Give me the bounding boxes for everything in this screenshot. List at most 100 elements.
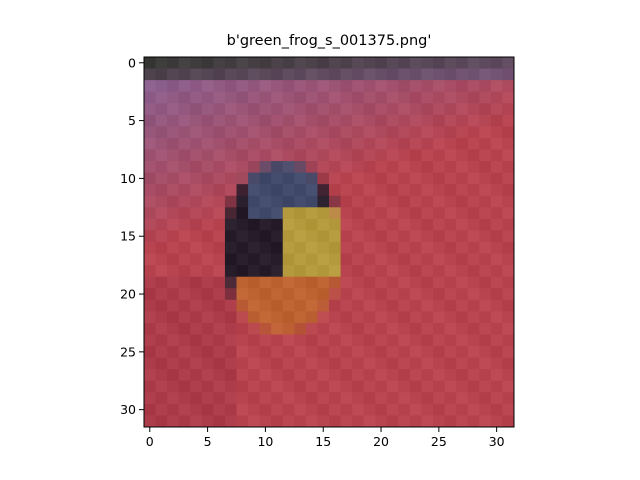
- pixel: [248, 57, 260, 69]
- pixel: [156, 184, 168, 196]
- pixel: [479, 404, 491, 416]
- pixel: [271, 219, 283, 231]
- pixel: [491, 57, 503, 69]
- pixel: [294, 103, 306, 115]
- pixel: [410, 92, 422, 104]
- pixel: [422, 196, 434, 208]
- pixel: [364, 265, 376, 277]
- pixel: [260, 138, 272, 150]
- pixel: [410, 69, 422, 81]
- pixel: [468, 381, 480, 393]
- pixel: [491, 277, 503, 289]
- pixel: [502, 369, 514, 381]
- pixel: [213, 300, 225, 312]
- pixel: [422, 173, 434, 185]
- pixel: [179, 126, 191, 138]
- pixel: [156, 92, 168, 104]
- pixel: [260, 265, 272, 277]
- pixel: [410, 230, 422, 242]
- pixel: [502, 358, 514, 370]
- pixel: [410, 184, 422, 196]
- pixel: [433, 415, 445, 427]
- pixel: [260, 230, 272, 242]
- pixel: [248, 415, 260, 427]
- pixel: [248, 311, 260, 323]
- pixel: [190, 219, 202, 231]
- pixel: [375, 288, 387, 300]
- pixel: [225, 277, 237, 289]
- pixel: [144, 323, 156, 335]
- pixel: [317, 173, 329, 185]
- pixel: [456, 126, 468, 138]
- pixel: [491, 254, 503, 266]
- pixel: [306, 92, 318, 104]
- pixel: [479, 219, 491, 231]
- pixel: [237, 184, 249, 196]
- pixel: [260, 358, 272, 370]
- pixel: [306, 69, 318, 81]
- pixel: [144, 219, 156, 231]
- pixel: [202, 126, 214, 138]
- pixel: [468, 80, 480, 92]
- pixel: [410, 126, 422, 138]
- pixel: [422, 115, 434, 127]
- pixel: [317, 207, 329, 219]
- pixel: [248, 242, 260, 254]
- pixel: [294, 300, 306, 312]
- pixel: [156, 369, 168, 381]
- pixel: [387, 57, 399, 69]
- pixel: [167, 138, 179, 150]
- pixel: [213, 196, 225, 208]
- pixel: [341, 358, 353, 370]
- pixel: [341, 404, 353, 416]
- pixel: [283, 277, 295, 289]
- pixel: [260, 196, 272, 208]
- pixel: [283, 346, 295, 358]
- pixel: [294, 196, 306, 208]
- pixel: [387, 335, 399, 347]
- pixel: [237, 323, 249, 335]
- pixel: [398, 381, 410, 393]
- pixel: [283, 323, 295, 335]
- pixel: [329, 103, 341, 115]
- pixel: [179, 161, 191, 173]
- pixel: [260, 369, 272, 381]
- pixel: [364, 311, 376, 323]
- pixel: [433, 254, 445, 266]
- pixel: [260, 346, 272, 358]
- pixel: [167, 92, 179, 104]
- pixel: [329, 126, 341, 138]
- pixel: [156, 381, 168, 393]
- pixel: [271, 323, 283, 335]
- pixel: [375, 300, 387, 312]
- pixel: [502, 173, 514, 185]
- pixel: [167, 103, 179, 115]
- pixel: [156, 196, 168, 208]
- pixel: [167, 173, 179, 185]
- pixel: [422, 242, 434, 254]
- pixel: [375, 358, 387, 370]
- pixel: [248, 161, 260, 173]
- pixel: [283, 196, 295, 208]
- pixel: [179, 288, 191, 300]
- pixel: [306, 57, 318, 69]
- pixel: [410, 219, 422, 231]
- x-tick-label: 15: [315, 434, 331, 449]
- pixel: [375, 242, 387, 254]
- pixel: [433, 126, 445, 138]
- pixel: [294, 277, 306, 289]
- pixel: [491, 404, 503, 416]
- pixel: [433, 69, 445, 81]
- pixel: [237, 404, 249, 416]
- pixel: [271, 265, 283, 277]
- pixel: [479, 103, 491, 115]
- pixel: [398, 126, 410, 138]
- pixel: [456, 358, 468, 370]
- pixel: [317, 242, 329, 254]
- pixel: [329, 219, 341, 231]
- pixel: [329, 277, 341, 289]
- pixel: [306, 277, 318, 289]
- pixel: [352, 196, 364, 208]
- pixel: [213, 242, 225, 254]
- pixel: [479, 346, 491, 358]
